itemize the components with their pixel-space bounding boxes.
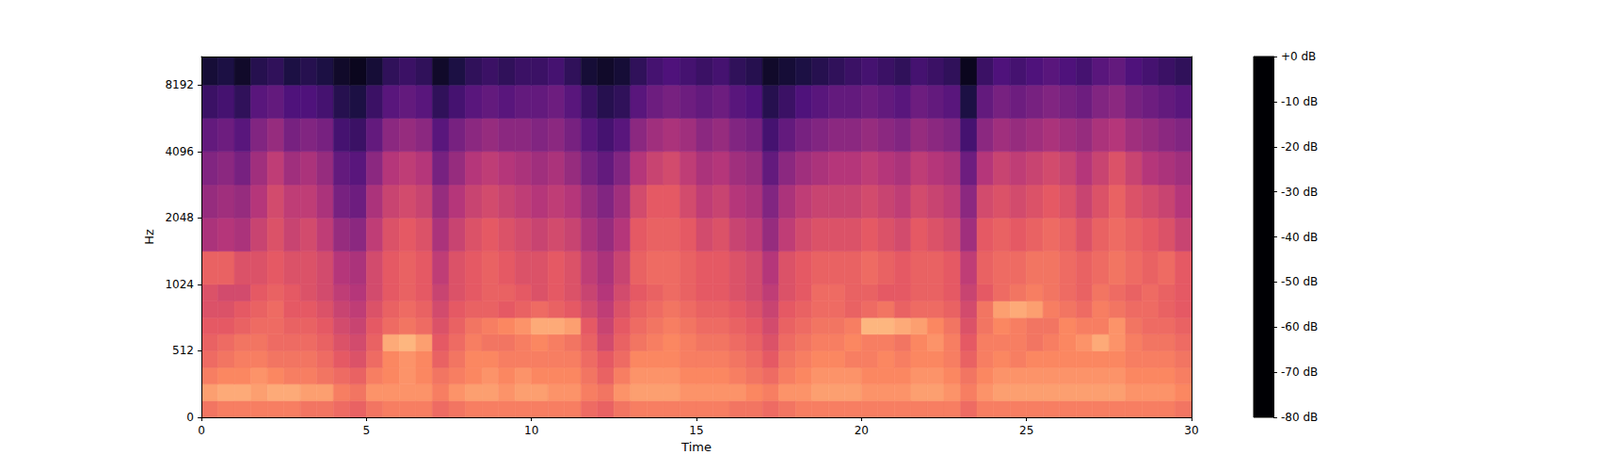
- svg-text:-50 dB: -50 dB: [1280, 274, 1318, 288]
- svg-text:Hz: Hz: [142, 228, 157, 245]
- svg-text:15: 15: [688, 423, 704, 437]
- svg-text:4096: 4096: [164, 144, 194, 159]
- svg-text:+0 dB: +0 dB: [1280, 49, 1316, 64]
- svg-text:Time: Time: [680, 439, 712, 454]
- svg-text:10: 10: [524, 423, 539, 437]
- svg-text:-40 dB: -40 dB: [1280, 230, 1318, 244]
- svg-text:5: 5: [363, 423, 371, 437]
- svg-text:0: 0: [197, 423, 206, 437]
- svg-text:1024: 1024: [164, 277, 194, 291]
- svg-text:512: 512: [172, 343, 194, 357]
- svg-text:20: 20: [854, 423, 869, 437]
- svg-text:-10 dB: -10 dB: [1280, 95, 1318, 109]
- svg-text:-60 dB: -60 dB: [1280, 320, 1318, 334]
- svg-text:-30 dB: -30 dB: [1280, 185, 1318, 199]
- svg-text:25: 25: [1019, 423, 1034, 437]
- svg-text:0: 0: [186, 410, 194, 424]
- svg-text:2048: 2048: [164, 210, 194, 224]
- svg-text:-70 dB: -70 dB: [1280, 365, 1318, 379]
- svg-text:30: 30: [1184, 423, 1199, 437]
- svg-text:8192: 8192: [164, 78, 194, 92]
- svg-text:-20 dB: -20 dB: [1280, 140, 1318, 154]
- svg-text:-80 dB: -80 dB: [1280, 410, 1318, 424]
